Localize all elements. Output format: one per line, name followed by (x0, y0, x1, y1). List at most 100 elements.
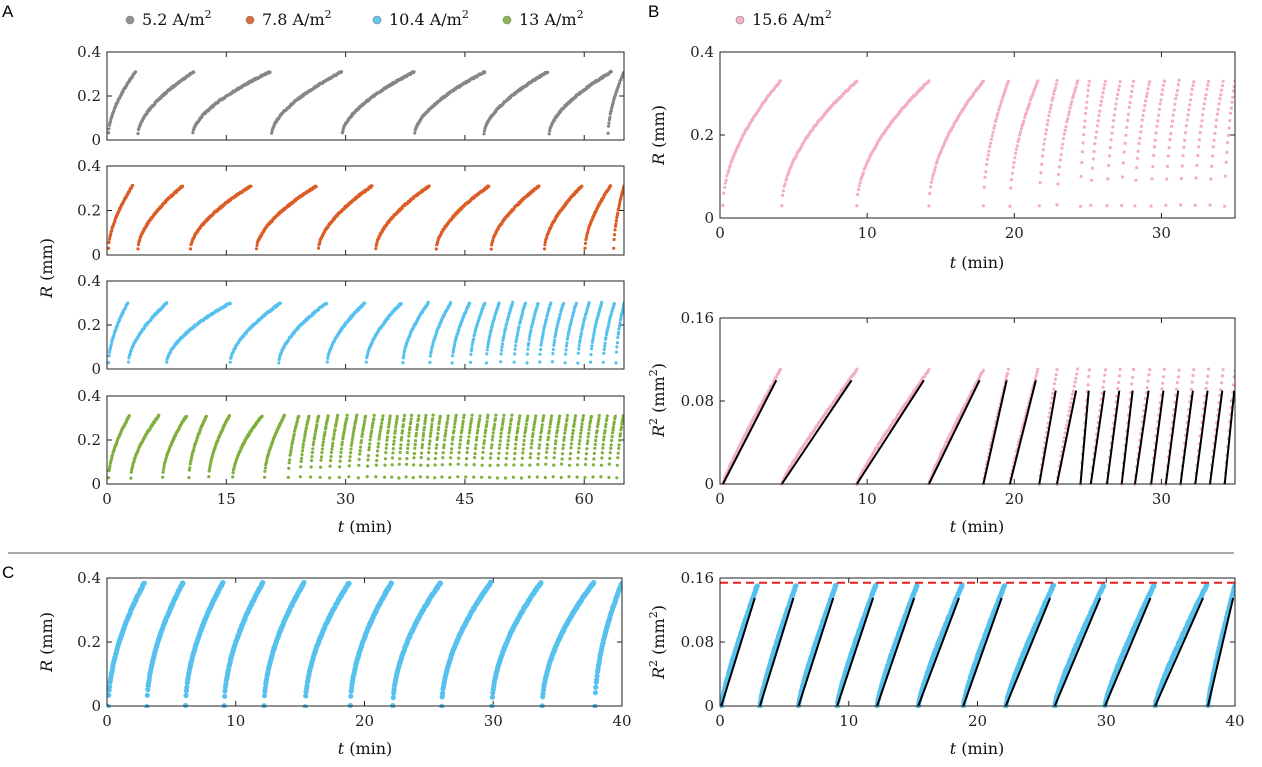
cycle-points (614, 301, 624, 365)
x-axis-label: t (min) (950, 517, 1005, 536)
fit-line (1089, 390, 1106, 485)
growth-cycle (583, 184, 613, 250)
cycle-points (512, 301, 528, 364)
cycle-points (535, 414, 546, 479)
growth-cycle (1052, 583, 1107, 708)
growth-cycle (129, 413, 161, 480)
cycle-points (347, 413, 359, 479)
cycle-points (309, 414, 321, 479)
cycle-points (182, 580, 226, 708)
fit-line (962, 597, 1003, 707)
legend-marker (372, 15, 382, 25)
series-a2 (107, 183, 624, 251)
growth-cycle (270, 70, 344, 135)
plot-b2: 0 0.08 0.16 0 10 20 30 (681, 309, 1236, 508)
growth-cycle (576, 301, 591, 365)
x-tick-label: 0 (102, 490, 112, 508)
growth-cycle (286, 414, 301, 480)
x-tick-label: 20 (1005, 224, 1024, 242)
growth-cycle (834, 582, 879, 708)
cycle-points (364, 302, 403, 364)
y-tick-label: 0.4 (77, 43, 101, 61)
growth-cycle (1089, 368, 1108, 485)
cycle-points (340, 70, 416, 135)
cycle-points (472, 414, 482, 479)
growth-cycle (535, 414, 546, 479)
cycle-points (606, 70, 624, 135)
legend-marker (502, 15, 512, 25)
growth-cycle (489, 184, 541, 251)
cycle-points (374, 184, 431, 251)
plot-frame (719, 577, 1236, 707)
cycle-points (495, 413, 506, 480)
growth-cycle (428, 301, 453, 365)
cycle-points (188, 184, 253, 251)
growth-cycle (542, 184, 584, 251)
fit-line (780, 379, 853, 485)
plot-frame (719, 317, 1236, 485)
growth-cycle (543, 414, 554, 480)
cycle-points (539, 580, 597, 708)
cycle-points (439, 579, 494, 708)
y-tick-label: 0.2 (690, 126, 714, 144)
cycle-points (428, 301, 453, 365)
growth-cycle (404, 413, 414, 479)
y-tick-label: 0.4 (77, 272, 101, 290)
fit-line (928, 379, 981, 485)
y-tick-label: 0 (91, 131, 101, 149)
growth-cycle (340, 70, 416, 135)
growth-cycle (1120, 367, 1136, 486)
fit-line (1079, 390, 1090, 485)
fit-line (856, 379, 925, 485)
growth-cycle (262, 413, 287, 479)
cycle-points (191, 70, 272, 135)
fit-line (1164, 390, 1180, 485)
cycle-points (165, 301, 232, 364)
cycle-points (583, 184, 613, 250)
legend-marker (125, 15, 135, 25)
growth-cycle (328, 413, 340, 480)
cycle-points (480, 413, 490, 479)
x-tick-label: 30 (336, 490, 355, 508)
x-tick-label: 0 (715, 712, 725, 730)
growth-cycle (1179, 368, 1196, 486)
y-tick-label: 0 (91, 697, 101, 715)
fit-line (836, 597, 875, 707)
growth-cycle (374, 414, 385, 479)
fit-line (1053, 597, 1102, 707)
cycle-points (511, 414, 522, 479)
growth-cycle (136, 184, 185, 251)
cycle-points (489, 580, 544, 708)
plot-frame (106, 577, 623, 707)
cycle-points (567, 414, 578, 479)
growth-cycle (1037, 79, 1059, 208)
growth-cycle (298, 414, 311, 479)
legend-label: 15.6 A/m2 (752, 8, 832, 29)
x-tick-label: 40 (1225, 712, 1244, 730)
growth-cycle (1078, 368, 1091, 486)
growth-cycle (347, 580, 395, 708)
y-tick-label: 0.4 (77, 157, 101, 175)
cycle-points (136, 184, 185, 251)
cycle-points (1120, 79, 1136, 207)
fit-line (1008, 380, 1037, 485)
cycle-points (1008, 79, 1040, 208)
fit-line (1120, 390, 1134, 485)
cycle-points (440, 414, 450, 479)
growth-cycle (499, 300, 515, 364)
cycle-points (401, 300, 430, 365)
cycle-points (576, 301, 591, 365)
cycle-points (551, 414, 562, 479)
growth-cycle (614, 301, 624, 365)
x-tick-label: 0 (715, 224, 725, 242)
cycle-points (591, 413, 601, 479)
growth-cycle (612, 184, 624, 250)
cycle-points (721, 79, 782, 208)
cycle-points (1133, 80, 1152, 208)
growth-cycle (228, 301, 283, 364)
cycle-points (318, 414, 330, 479)
growth-cycle (448, 413, 458, 480)
cycle-points (390, 580, 444, 708)
growth-cycle (1133, 368, 1152, 486)
cycle-points (448, 413, 458, 480)
